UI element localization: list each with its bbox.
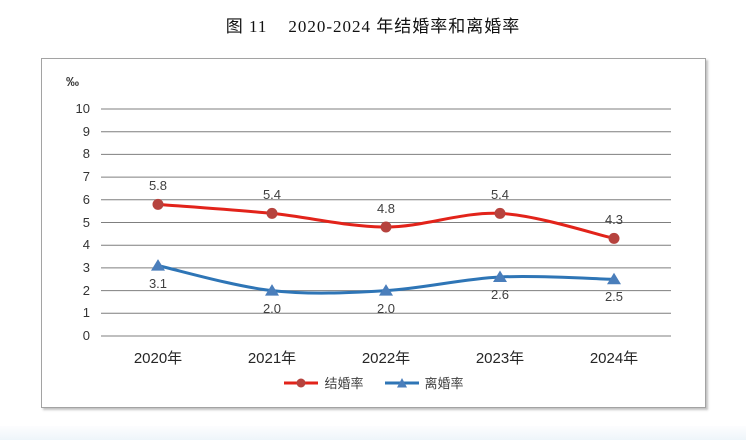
y-tick-label: 10 bbox=[75, 101, 90, 116]
circle-marker bbox=[380, 221, 392, 233]
chart-legend: 结婚率 离婚率 bbox=[42, 373, 705, 392]
data-label: 5.4 bbox=[490, 187, 510, 203]
line-chart-plot bbox=[101, 108, 671, 337]
circle-marker bbox=[608, 232, 620, 244]
data-label: 2.0 bbox=[376, 300, 396, 316]
y-tick-label: 6 bbox=[82, 191, 90, 207]
data-label: 3.1 bbox=[148, 275, 168, 291]
circle-marker bbox=[266, 207, 278, 219]
triangle-marker bbox=[379, 284, 393, 296]
x-axis-label: 2020年 bbox=[133, 350, 183, 367]
circle-marker bbox=[494, 207, 506, 219]
legend-line-triangle-icon bbox=[384, 377, 419, 387]
y-tick-label: 9 bbox=[82, 123, 90, 139]
legend-item-0: 结婚率 bbox=[283, 373, 364, 392]
y-tick-label: 4 bbox=[82, 237, 90, 253]
x-axis-label: 2022年 bbox=[361, 350, 411, 367]
legend-label: 离婚率 bbox=[424, 376, 464, 391]
legend-item-1: 离婚率 bbox=[384, 373, 464, 392]
triangle-marker bbox=[607, 272, 621, 285]
legend-label: 结婚率 bbox=[324, 376, 364, 391]
data-label: 5.8 bbox=[148, 178, 168, 194]
y-axis-unit-label: ‰ bbox=[66, 74, 79, 89]
triangle-marker bbox=[265, 284, 279, 296]
y-tick-label: 0 bbox=[82, 328, 90, 343]
chart-frame: ‰ 0 1 2 3 4 5 6 7 8 9 10 2020年 2021年 2022年 2023年 2024年… bbox=[41, 58, 706, 408]
data-label: 5.4 bbox=[262, 187, 282, 203]
data-label: 2.6 bbox=[490, 286, 510, 302]
y-tick-label: 5 bbox=[82, 214, 90, 230]
legend-line-circle-icon bbox=[284, 378, 319, 387]
data-label: 4.3 bbox=[604, 212, 624, 228]
y-tick-label: 3 bbox=[82, 259, 90, 275]
page-title: 图 11 2020-2024 年结婚率和离婚率 bbox=[225, 17, 521, 36]
x-axis-label: 2021年 bbox=[247, 350, 297, 367]
page-bottom-strip bbox=[0, 426, 746, 440]
y-tick-label: 7 bbox=[82, 169, 90, 185]
data-label: 4.8 bbox=[376, 201, 396, 217]
y-tick-label: 8 bbox=[82, 146, 90, 162]
data-label: 2.5 bbox=[604, 289, 624, 305]
y-tick-label: 1 bbox=[82, 305, 90, 321]
circle-marker bbox=[152, 198, 164, 210]
data-label: 2.0 bbox=[262, 300, 282, 316]
x-axis-label: 2024年 bbox=[589, 350, 639, 367]
triangle-marker bbox=[493, 270, 507, 282]
x-axis-label: 2023年 bbox=[475, 350, 525, 367]
triangle-marker bbox=[151, 259, 165, 271]
y-tick-label: 2 bbox=[82, 282, 90, 298]
